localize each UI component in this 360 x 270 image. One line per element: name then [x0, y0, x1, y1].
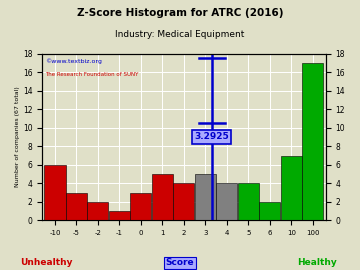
- Bar: [174, 183, 194, 220]
- Text: The Research Foundation of SUNY: The Research Foundation of SUNY: [45, 72, 138, 77]
- Text: Unhealthy: Unhealthy: [21, 258, 73, 267]
- Bar: [66, 193, 87, 220]
- Text: Z-Score Histogram for ATRC (2016): Z-Score Histogram for ATRC (2016): [77, 8, 283, 18]
- Text: Industry: Medical Equipment: Industry: Medical Equipment: [115, 30, 245, 39]
- Bar: [152, 174, 173, 220]
- Bar: [195, 174, 216, 220]
- Bar: [259, 202, 280, 220]
- Text: 3.2925: 3.2925: [194, 133, 229, 141]
- Bar: [281, 156, 302, 220]
- Text: Healthy: Healthy: [297, 258, 337, 267]
- Bar: [45, 165, 66, 220]
- Bar: [109, 211, 130, 220]
- Bar: [216, 183, 237, 220]
- Bar: [238, 183, 259, 220]
- Text: Score: Score: [166, 258, 194, 267]
- Bar: [87, 202, 108, 220]
- Bar: [302, 63, 323, 220]
- Y-axis label: Number of companies (67 total): Number of companies (67 total): [15, 87, 20, 187]
- Bar: [130, 193, 152, 220]
- Text: ©www.textbiz.org: ©www.textbiz.org: [45, 59, 102, 64]
